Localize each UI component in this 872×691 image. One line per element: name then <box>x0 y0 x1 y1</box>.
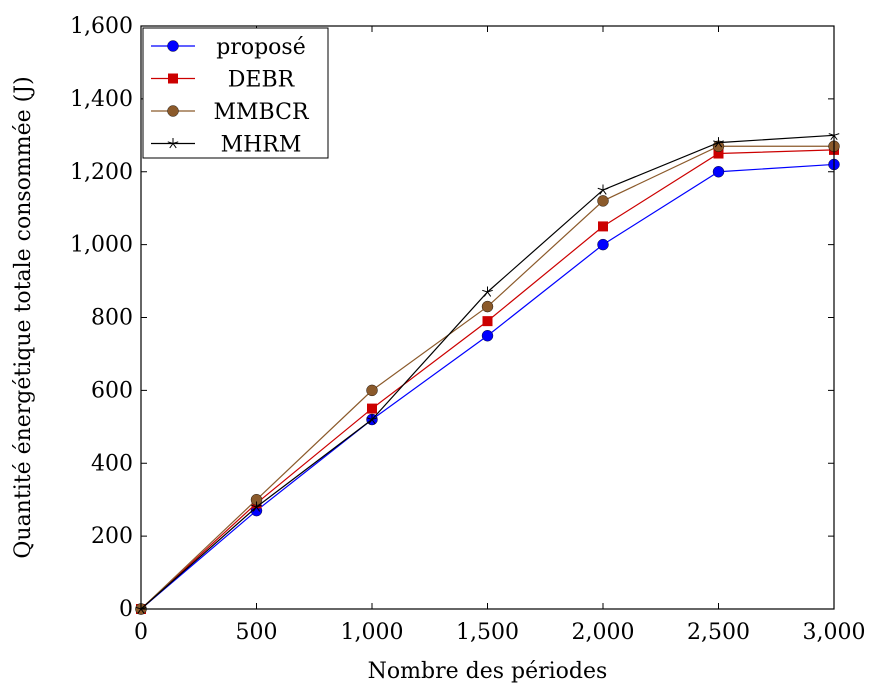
y-tick-label: 1,000 <box>70 233 133 258</box>
series-line <box>140 149 835 610</box>
legend-marker <box>168 73 178 84</box>
y-tick-label: 200 <box>91 524 133 549</box>
data-point <box>713 148 724 159</box>
series-line <box>140 163 835 610</box>
legend-label: DEBR <box>228 68 296 93</box>
series-3 <box>135 129 840 614</box>
legend: proposé DEBR MMBCR MHRM <box>142 27 329 159</box>
series-line <box>140 145 834 610</box>
series-line <box>140 134 835 610</box>
series-2 <box>135 140 840 615</box>
data-point <box>366 414 378 425</box>
y-tick-label: 0 <box>119 597 133 622</box>
legend-entry: MMBCR <box>151 100 310 125</box>
x-tick-label: 2,500 <box>687 620 750 645</box>
y-axis: 0 200 400 600 800 1,000 1,200 1,400 1,600 <box>70 14 834 622</box>
plot-area <box>135 129 840 615</box>
x-tick-label: 500 <box>236 620 278 645</box>
x-tick-label: 0 <box>134 620 148 645</box>
legend-marker <box>167 105 179 117</box>
data-point <box>482 316 493 327</box>
y-axis-label: Quantité énergétique totale consommée (J… <box>11 76 36 558</box>
data-point <box>598 221 608 232</box>
legend-entry: MHRM <box>151 133 301 158</box>
data-point <box>366 384 378 397</box>
series-0 <box>135 158 840 615</box>
y-tick-label: 600 <box>91 378 133 403</box>
data-point <box>712 166 725 178</box>
x-axis-label: Nombre des périodes <box>368 659 608 684</box>
legend-marker <box>167 138 179 149</box>
data-point <box>597 184 609 195</box>
legend-label: proposé <box>216 35 305 60</box>
data-point <box>482 286 493 297</box>
data-point <box>713 137 724 148</box>
data-point <box>597 195 609 207</box>
x-axis: 0 500 1,000 1,500 2,000 2,500 3,000 <box>134 26 865 645</box>
y-tick-label: 1,200 <box>70 160 133 185</box>
legend-label: MHRM <box>221 133 302 158</box>
x-tick-label: 1,000 <box>341 620 404 645</box>
data-point <box>251 501 262 512</box>
data-point <box>481 300 494 313</box>
legend-label: MMBCR <box>213 100 309 125</box>
y-tick-label: 800 <box>91 306 133 331</box>
y-tick-label: 1,400 <box>70 87 133 112</box>
x-tick-label: 2,000 <box>572 620 635 645</box>
y-tick-label: 1,600 <box>70 14 133 39</box>
series-1 <box>136 144 839 614</box>
x-tick-label: 3,000 <box>803 620 866 645</box>
legend-entry: proposé <box>151 35 306 60</box>
x-tick-label: 1,500 <box>456 620 519 645</box>
data-point <box>597 238 609 251</box>
data-point <box>367 403 377 414</box>
legend-marker <box>167 40 179 52</box>
y-tick-label: 400 <box>91 451 133 476</box>
legend-entry: DEBR <box>151 68 296 93</box>
data-point <box>481 330 494 342</box>
